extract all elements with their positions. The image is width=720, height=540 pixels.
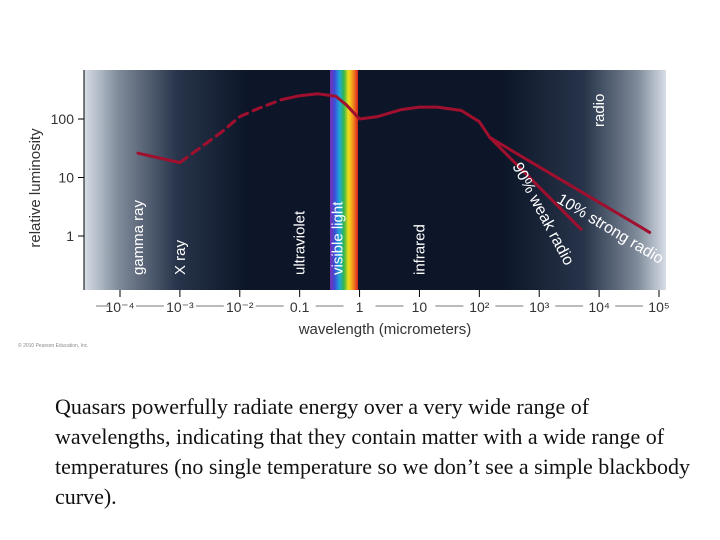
- copyright-notice: © 2010 Pearson Education, Inc.: [18, 343, 89, 349]
- x-axis-label: wavelength (micrometers): [298, 321, 472, 338]
- y-tick-label: 1: [66, 228, 74, 244]
- x-axis: 10⁻⁴ 10⁻³ 10⁻² 0.1 1 10 10² 10³ 10⁴ 10⁵: [96, 290, 670, 315]
- x-tick-label: 0.1: [290, 299, 310, 315]
- band-label: ultraviolet: [292, 210, 309, 275]
- band-label: radio: [591, 94, 608, 127]
- x-tick-label: 10⁻⁴: [106, 299, 135, 315]
- x-tick-label: 10²: [469, 299, 490, 315]
- band-label: X ray: [172, 239, 189, 275]
- x-tick-label: 10³: [529, 299, 550, 315]
- y-axis: 100 10 1: [51, 70, 85, 290]
- slide-caption: Quasars powerfully radiate energy over a…: [55, 394, 690, 509]
- x-tick-label: 10⁵: [648, 299, 669, 315]
- visible-light-band: [330, 70, 358, 290]
- strong-radio-branch: [488, 136, 652, 234]
- spectrum-curve: [136, 92, 652, 234]
- plot-background: [84, 70, 666, 290]
- curve-segment-solid: [136, 151, 182, 165]
- y-tick-label: 100: [51, 111, 75, 127]
- band-label: visible light: [330, 201, 347, 275]
- y-tick-label: 10: [58, 170, 74, 186]
- quasar-spectrum-chart: gamma ray X ray ultraviolet visible light in…: [27, 70, 670, 338]
- curve-segment-solid: [280, 92, 492, 140]
- weak-radio-branch: [488, 136, 583, 231]
- band-label: infrared: [411, 224, 428, 275]
- y-axis-label: relative luminosity: [27, 128, 44, 248]
- x-tick-label: 10⁻²: [226, 299, 254, 315]
- x-tick-label: 10⁻³: [166, 299, 194, 315]
- x-tick-label: 10⁴: [588, 299, 610, 315]
- band-label: gamma ray: [130, 199, 147, 275]
- band-labels: gamma ray X ray ultraviolet visible light in…: [130, 94, 608, 275]
- x-tick-label: 10: [412, 299, 428, 315]
- curve-segment-dashed: [178, 98, 284, 165]
- x-tick-label: 1: [356, 299, 364, 315]
